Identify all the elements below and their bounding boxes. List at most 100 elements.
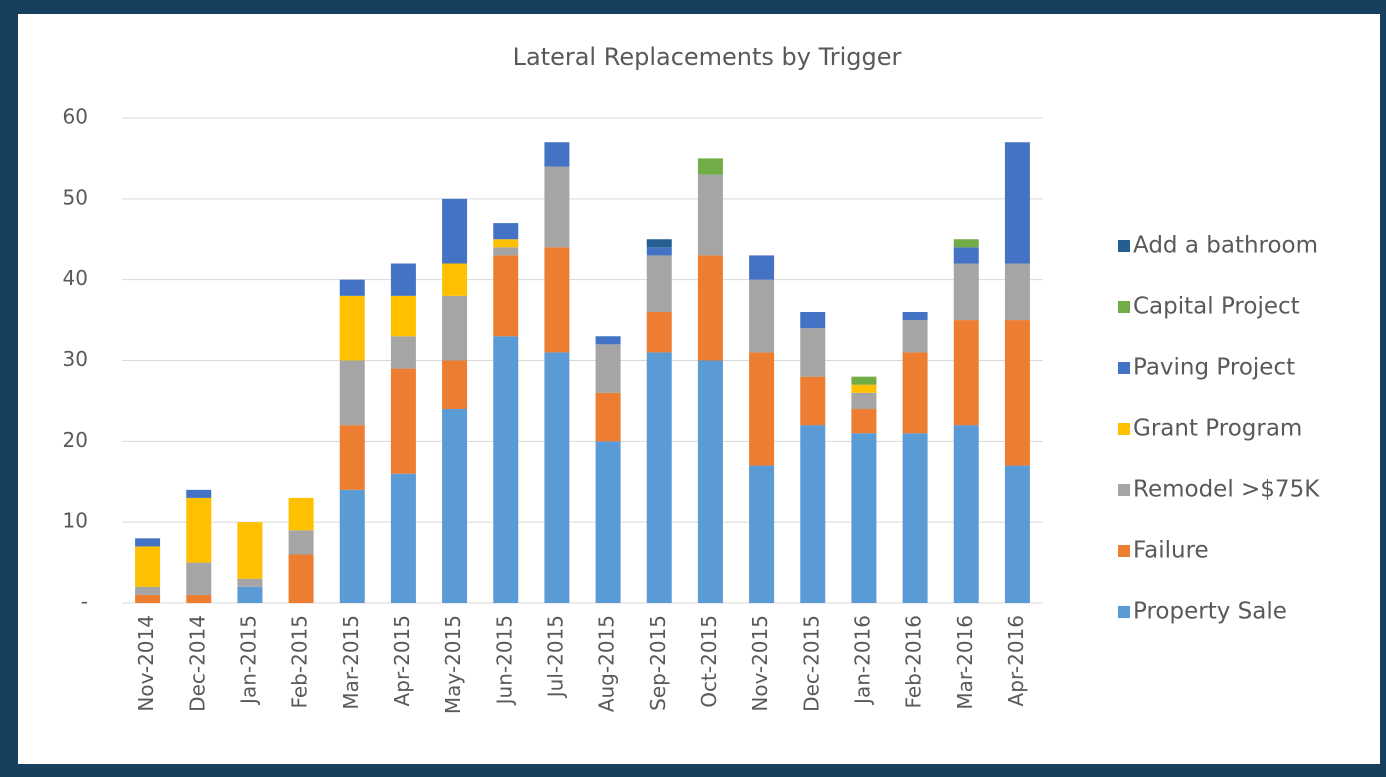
- y-tick-label: 40: [63, 266, 88, 290]
- bar-segment: [800, 425, 826, 603]
- bar-segment: [697, 255, 723, 361]
- bar-segment: [237, 578, 263, 587]
- bar-segment: [442, 360, 468, 409]
- bar-segment: [646, 239, 672, 248]
- bar-segment: [493, 223, 519, 240]
- bar-segment: [442, 263, 468, 296]
- bar-segment: [493, 255, 519, 337]
- x-tick-label: Jul-2015: [543, 615, 567, 699]
- bar-segment: [697, 360, 723, 603]
- bar-segment: [135, 586, 161, 595]
- bar-segment: [851, 409, 877, 434]
- y-tick-label: 60: [63, 105, 88, 129]
- bar-segment: [186, 497, 212, 563]
- bar-segment: [493, 336, 519, 603]
- bar-segment: [390, 368, 416, 474]
- legend-swatch: [1118, 240, 1130, 252]
- bar-segment: [442, 295, 468, 361]
- bar-segment: [697, 174, 723, 256]
- bar-segment: [339, 489, 365, 603]
- x-tick-label: Dec-2014: [185, 615, 209, 712]
- bar-segment: [902, 433, 928, 603]
- x-tick-label: Nov-2015: [748, 615, 772, 712]
- legend-label: Property Sale: [1133, 599, 1287, 625]
- bar-segment: [902, 320, 928, 353]
- bar-segment: [390, 336, 416, 369]
- bar-segment: [595, 441, 621, 603]
- bar-segment: [544, 142, 570, 167]
- bar-segment: [1004, 320, 1030, 466]
- bar-segment: [800, 376, 826, 426]
- bar-segment: [339, 295, 365, 361]
- bar-segment: [646, 247, 672, 256]
- bar-segment: [288, 530, 314, 555]
- bar-segment: [646, 352, 672, 603]
- legend-swatch: [1118, 484, 1130, 496]
- bar-segment: [800, 312, 826, 329]
- x-tick-label: Jun-2015: [492, 615, 516, 706]
- x-tick-label: Sep-2015: [646, 615, 670, 711]
- bar-segment: [288, 497, 314, 531]
- bar-segment: [339, 425, 365, 490]
- bar-segment: [749, 255, 775, 280]
- bar-segment: [953, 263, 979, 321]
- chart-title: Lateral Replacements by Trigger: [513, 43, 902, 71]
- bar-segment: [186, 562, 212, 595]
- bar-segment: [1004, 142, 1030, 264]
- bar-segment: [237, 522, 263, 579]
- bar-segment: [390, 473, 416, 603]
- bar-segment: [749, 352, 775, 466]
- bar-segment: [186, 594, 212, 603]
- x-tick-label: Jan-2015: [236, 615, 260, 706]
- x-tick-label: Oct-2015: [697, 615, 721, 708]
- legend-label: Grant Program: [1133, 416, 1302, 442]
- legend-swatch: [1118, 423, 1130, 435]
- bar-segment: [646, 255, 672, 312]
- bar-segment: [493, 247, 519, 256]
- legend-label: Paving Project: [1133, 355, 1295, 381]
- bar-segment: [595, 392, 621, 442]
- bar-segment: [953, 425, 979, 603]
- bar-segment: [390, 263, 416, 296]
- x-tick-label: Apr-2015: [390, 615, 414, 706]
- legend-label: Add a bathroom: [1133, 233, 1318, 259]
- bar-segment: [442, 409, 468, 603]
- bar-segment: [953, 239, 979, 248]
- x-tick-label: Nov-2014: [134, 615, 158, 712]
- bar-segment: [851, 384, 877, 393]
- bar-segment: [1004, 263, 1030, 321]
- x-tick-label: Jan-2016: [850, 615, 874, 706]
- legend-swatch: [1118, 606, 1130, 618]
- bar-segment: [902, 352, 928, 434]
- y-tick-label: -: [81, 590, 88, 614]
- y-tick-label: 10: [63, 509, 88, 533]
- bar-segment: [339, 279, 365, 296]
- bar-segment: [544, 352, 570, 603]
- bar-segment: [851, 433, 877, 603]
- x-tick-label: Mar-2016: [953, 615, 977, 710]
- legend-swatch: [1118, 362, 1130, 374]
- y-tick-label: 50: [63, 185, 88, 209]
- bar-segment: [851, 376, 877, 385]
- bar-segment: [953, 247, 979, 264]
- legend-label: Remodel >$75K: [1133, 477, 1320, 503]
- y-tick-label: 20: [63, 428, 88, 452]
- bar-segment: [902, 312, 928, 321]
- y-tick-label: 30: [63, 347, 88, 371]
- bar-segment: [390, 295, 416, 337]
- bar-segment: [339, 360, 365, 426]
- legend-swatch: [1118, 545, 1130, 557]
- bar-segment: [544, 247, 570, 353]
- x-tick-label: Feb-2016: [902, 615, 926, 709]
- legend-swatch: [1118, 301, 1130, 313]
- bar-segment: [697, 158, 723, 175]
- bar-segment: [135, 538, 161, 547]
- bar-segment: [800, 328, 826, 377]
- bar-segment: [135, 594, 161, 603]
- x-tick-label: Feb-2015: [288, 615, 312, 709]
- bar-segment: [186, 489, 212, 498]
- bar-segment: [442, 198, 468, 264]
- bar-segment: [135, 546, 161, 587]
